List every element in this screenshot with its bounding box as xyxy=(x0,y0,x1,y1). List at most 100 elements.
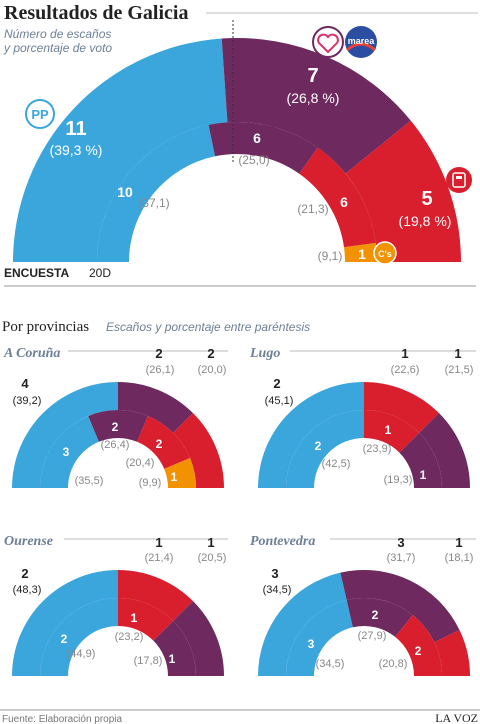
seat-arc-pp-inner xyxy=(97,124,216,263)
seat-arc-pp-outer xyxy=(258,382,364,488)
main-parliament-chart: 11 (39,3 %) 7 (26,8 %) 5 (19,8 %) 10 (37,1) 6 (25… xyxy=(13,37,461,263)
seat-arc-psoe-inner xyxy=(137,415,191,469)
province-name: Pontevedra xyxy=(250,534,315,549)
marea-logo-text: marea xyxy=(348,36,376,46)
vote-percent-label: (34,5) xyxy=(316,658,345,670)
seat-count-label: 2 xyxy=(415,644,422,658)
seat-count-label: 3 xyxy=(271,566,278,581)
seat-arc-psoe-inner xyxy=(118,598,174,641)
seat-count-label: 1 xyxy=(171,470,178,484)
subtitle-line1: Número de escaños xyxy=(4,27,111,41)
seat-count-label: 3 xyxy=(308,637,315,651)
provinces-subtitle: Escaños y porcentaje entre paréntesis xyxy=(106,320,310,334)
seat-arc-psoe-outer xyxy=(434,630,470,676)
seat-arc-pm-inner xyxy=(399,432,442,488)
seat-count-label: 2 xyxy=(207,346,214,361)
vote-percent-label: (19,8 %) xyxy=(399,213,452,229)
seat-arc-cs-inner xyxy=(343,242,378,262)
vote-percent-label: (26,8 %) xyxy=(287,90,340,106)
cs-logo: C's xyxy=(373,241,397,265)
cs-logo-text: C's xyxy=(378,249,392,259)
seat-arc-pp-outer xyxy=(12,570,118,676)
heart-icon xyxy=(317,33,339,54)
vote-percent-label: (22,6) xyxy=(391,364,420,376)
seat-count-label: 2 xyxy=(315,439,322,453)
seat-count-label: 2 xyxy=(61,632,68,646)
vote-percent-label: (18,1) xyxy=(445,552,474,564)
podemos-heart-logo xyxy=(312,26,344,58)
seat-arc-pp-outer xyxy=(12,382,118,488)
seat-arc-pm-inner xyxy=(88,410,148,442)
brand-logo: LA VOZ xyxy=(435,711,478,724)
seat-count-label: 3 xyxy=(63,445,70,459)
seat-arc-psoe-outer xyxy=(364,382,439,433)
seat-count-label: 1 xyxy=(131,611,138,625)
vote-percent-label: (48,3) xyxy=(13,584,42,596)
seat-count-label: 1 xyxy=(385,423,392,437)
seat-arc-pm-inner xyxy=(346,598,413,637)
vote-percent-label: (23,2) xyxy=(115,631,144,643)
seat-count-label: 5 xyxy=(421,188,432,210)
psoe-logo xyxy=(446,167,472,193)
vote-percent-label: (39,2) xyxy=(13,395,42,407)
province-name: Lugo xyxy=(249,346,280,361)
seat-count-label: 6 xyxy=(253,130,261,146)
marea-logo: marea xyxy=(345,26,377,58)
seat-count-label: 3 xyxy=(397,535,404,550)
seat-arc-pp-outer xyxy=(13,38,228,262)
seat-arc-pm-outer xyxy=(173,601,224,676)
vote-percent-label: (42,5) xyxy=(322,458,351,470)
vote-percent-label: (27,9) xyxy=(358,630,387,642)
seat-arc-pp-inner xyxy=(286,599,353,676)
seat-count-label: 2 xyxy=(372,608,379,622)
ourense-parliament-chart: 2 (48,3) 1 (21,4) 1 (20,5) 2 (44,9) 1 (23,2) 1 (17,… xyxy=(12,535,226,676)
seat-arc-pm-inner xyxy=(208,122,318,174)
seat-count-label: 1 xyxy=(207,535,214,550)
vote-percent-label: (26,1) xyxy=(146,364,175,376)
seat-count-label: 7 xyxy=(307,65,318,87)
seat-count-label: 2 xyxy=(112,420,119,434)
seat-count-label: 1 xyxy=(358,246,366,262)
seat-count-label: 1 xyxy=(401,346,408,361)
seat-count-label: 1 xyxy=(420,468,427,482)
vote-percent-label: (31,7) xyxy=(387,552,416,564)
legend-outer-ring: ENCUESTA xyxy=(4,266,69,280)
seat-count-label: 1 xyxy=(455,535,462,550)
vote-percent-label: (20,0) xyxy=(198,364,227,376)
vote-percent-label: (9,1) xyxy=(318,249,343,263)
seat-arc-pp-inner xyxy=(286,410,364,488)
vote-percent-label: (21,3) xyxy=(297,202,328,216)
source-note: Fuente: Elaboración propia xyxy=(2,714,123,724)
seat-count-label: 2 xyxy=(156,437,163,451)
subtitle-line2: y porcentaje de voto xyxy=(3,41,112,55)
seat-arc-psoe-inner xyxy=(364,410,420,453)
province-header-lugo: Lugo xyxy=(249,346,476,361)
seat-arc-pm-inner xyxy=(153,620,196,676)
seat-count-label: 1 xyxy=(155,535,162,550)
seat-count-label: 1 xyxy=(454,346,461,361)
vote-percent-label: (37,1) xyxy=(138,196,169,210)
vote-percent-label: (20,4) xyxy=(126,457,155,469)
seat-arc-psoe-outer xyxy=(173,413,224,488)
vote-percent-label: (25,0) xyxy=(238,153,269,167)
seat-arc-psoe-outer xyxy=(118,570,193,621)
vote-percent-label: (21,5) xyxy=(445,364,474,376)
seat-arc-pm-outer xyxy=(340,570,460,643)
pontevedra-parliament-chart: 3(34,5)3(31,7)1(18,1)3(34,5)2(27,9)2(20,… xyxy=(258,535,473,676)
seat-arc-pm-outer xyxy=(118,382,193,433)
seat-arc-pp-inner xyxy=(40,598,118,676)
vote-percent-label: (17,8) xyxy=(134,655,163,667)
vote-percent-label: (45,1) xyxy=(265,395,294,407)
seat-count-label: 4 xyxy=(21,376,29,391)
seat-arc-pm-outer xyxy=(419,413,470,488)
province-name: A Coruña xyxy=(3,346,60,361)
page-title: Resultados de Galicia xyxy=(4,2,188,24)
pp-logo: PP xyxy=(25,99,55,129)
seat-arc-psoe-outer xyxy=(345,120,461,262)
seat-count-label: 2 xyxy=(21,566,28,581)
vote-percent-label: (26,4) xyxy=(101,439,130,451)
vote-percent-label: (20,5) xyxy=(198,552,227,564)
a-coruna-parliament-chart: 4(39,2)2(26,1)2(20,0)3(35,5)2(26,4) 2(20,… xyxy=(12,346,226,489)
lugo-parliament-chart: 2(45,1)1(22,6)1(21,5)2(42,5)1(23,9)1(19,… xyxy=(258,346,473,488)
